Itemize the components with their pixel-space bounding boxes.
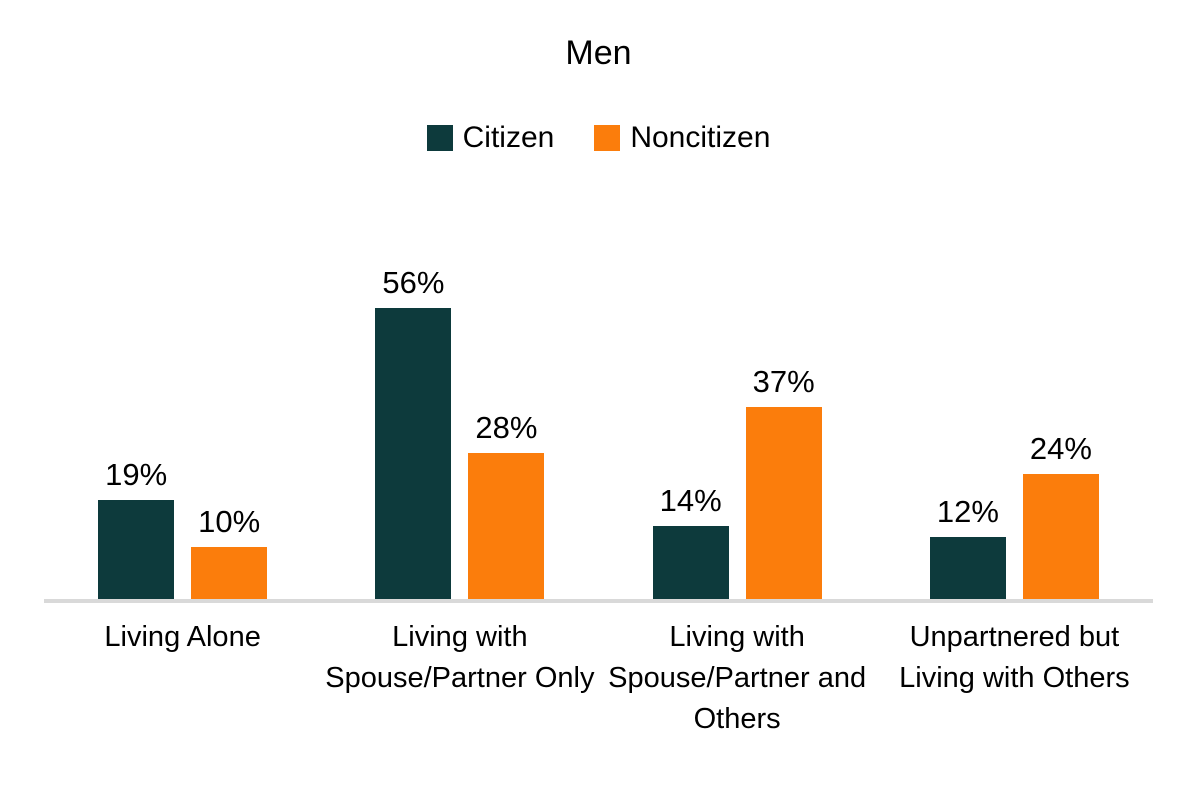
bar-group: 14% 37% <box>599 155 876 600</box>
noncitizen-bar <box>1022 474 1099 600</box>
noncitizen-bar <box>468 453 545 600</box>
bar-column: 19% <box>98 457 175 600</box>
noncitizen-bar <box>191 547 268 600</box>
noncitizen-bar <box>745 407 822 600</box>
citizen-bar <box>929 537 1006 600</box>
bar-column: 37% <box>745 364 822 600</box>
chart-title: Men <box>565 34 632 72</box>
bar-value-label: 19% <box>105 457 168 493</box>
bar-column: 14% <box>652 483 729 600</box>
bar-column: 24% <box>1022 431 1099 600</box>
citizen-bar <box>652 526 729 600</box>
category-axis: Living Alone Living with Spouse/Partner O… <box>44 617 1153 741</box>
bar-column: 12% <box>929 494 1006 600</box>
bar-column: 10% <box>191 504 268 600</box>
legend: Citizen Noncitizen <box>0 121 1197 155</box>
bar-value-label: 14% <box>659 483 722 519</box>
bar-group: 12% 24% <box>876 155 1153 600</box>
bar-value-label: 24% <box>1029 431 1092 467</box>
bar-column: 56% <box>375 265 452 600</box>
bar-value-label: 10% <box>198 504 261 540</box>
legend-item-noncitizen: Noncitizen <box>594 121 770 155</box>
bar-group: 56% 28% <box>321 155 598 600</box>
bar-value-label: 12% <box>936 494 999 530</box>
citizen-bar <box>375 308 452 600</box>
legend-item-citizen: Citizen <box>426 121 555 155</box>
bar-value-label: 37% <box>752 364 815 400</box>
legend-label-citizen: Citizen <box>462 121 555 155</box>
bar-column: 28% <box>468 410 545 600</box>
bar-value-label: 56% <box>382 265 445 301</box>
plot-area: 19% 10% 56% 28% 14% 37% 12% 24% <box>44 155 1153 604</box>
citizen-bar <box>98 500 175 600</box>
category-label: Unpartnered but Living with Others <box>899 621 1130 695</box>
bar-group: 19% 10% <box>44 155 321 600</box>
noncitizen-swatch-icon <box>594 125 621 152</box>
legend-label-noncitizen: Noncitizen <box>630 121 771 155</box>
category-label: Living Alone <box>104 621 261 654</box>
bar-value-label: 28% <box>475 410 538 446</box>
citizen-swatch-icon <box>426 125 453 152</box>
category-label: Living with Spouse/Partner Only <box>325 621 595 695</box>
category-label: Living with Spouse/Partner and Others <box>608 621 867 736</box>
